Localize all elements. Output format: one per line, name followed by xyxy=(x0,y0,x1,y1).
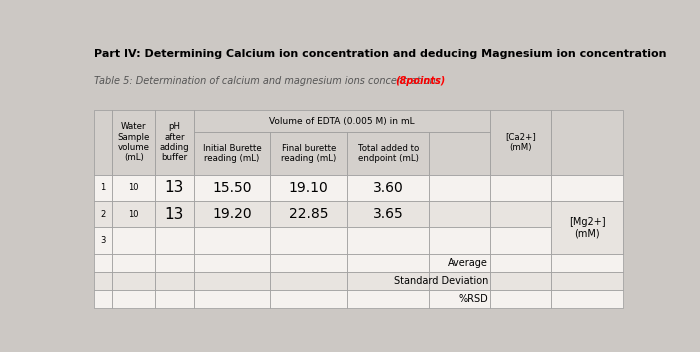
Bar xyxy=(94,272,112,290)
Bar xyxy=(112,227,155,254)
Bar xyxy=(112,201,155,227)
Bar xyxy=(94,201,112,227)
Bar xyxy=(551,290,624,308)
Bar xyxy=(155,254,194,272)
Bar xyxy=(551,201,624,254)
Bar xyxy=(490,290,551,308)
Bar xyxy=(429,254,490,272)
Text: 10: 10 xyxy=(129,210,139,219)
Text: pH
after
adding
buffer: pH after adding buffer xyxy=(160,122,189,162)
Bar xyxy=(194,290,270,308)
Bar xyxy=(94,254,112,272)
Text: 3.65: 3.65 xyxy=(373,207,403,221)
Bar xyxy=(429,175,490,201)
Text: 13: 13 xyxy=(164,207,184,222)
Bar xyxy=(429,201,490,227)
Bar xyxy=(347,254,429,272)
Text: 3.60: 3.60 xyxy=(373,181,403,195)
Bar xyxy=(347,175,429,201)
Bar xyxy=(112,110,155,175)
Bar xyxy=(94,227,112,254)
Bar xyxy=(112,290,155,308)
Bar xyxy=(429,227,490,254)
Bar xyxy=(347,201,429,227)
Bar xyxy=(551,175,624,201)
Bar xyxy=(551,227,624,254)
Bar xyxy=(270,290,347,308)
Bar xyxy=(490,227,551,254)
Bar xyxy=(194,227,270,254)
Text: Total added to
endpoint (mL): Total added to endpoint (mL) xyxy=(358,144,419,163)
Bar xyxy=(270,175,347,201)
Text: Initial Burette
reading (mL): Initial Burette reading (mL) xyxy=(202,144,261,163)
Bar xyxy=(270,272,347,290)
Bar xyxy=(94,110,112,175)
Bar xyxy=(551,254,624,272)
Bar xyxy=(429,132,490,175)
Text: 19.10: 19.10 xyxy=(289,181,328,195)
Bar xyxy=(270,227,347,254)
Bar xyxy=(429,290,490,308)
Bar xyxy=(270,254,347,272)
Text: 10: 10 xyxy=(129,183,139,192)
Bar xyxy=(194,272,270,290)
Text: Average: Average xyxy=(448,258,488,268)
Bar xyxy=(112,272,155,290)
Bar xyxy=(155,272,194,290)
Bar xyxy=(155,110,194,175)
Bar xyxy=(112,254,155,272)
Text: [Mg2+]
(mM): [Mg2+] (mM) xyxy=(569,216,606,238)
Bar xyxy=(94,175,112,201)
Text: 19.20: 19.20 xyxy=(212,207,252,221)
Text: [Ca2+]
(mM): [Ca2+] (mM) xyxy=(505,133,536,152)
Text: (8points): (8points) xyxy=(395,76,445,86)
Bar xyxy=(347,132,429,175)
Bar xyxy=(194,175,270,201)
Text: Water
Sample
volume
(mL): Water Sample volume (mL) xyxy=(118,122,150,162)
Bar xyxy=(490,110,551,175)
Bar xyxy=(194,254,270,272)
Text: 2: 2 xyxy=(100,210,106,219)
Bar xyxy=(270,132,347,175)
Bar xyxy=(551,201,624,227)
Text: Part IV: Determining Calcium ion concentration and deducing Magnesium ion concen: Part IV: Determining Calcium ion concent… xyxy=(94,49,666,59)
Text: 1: 1 xyxy=(100,183,106,192)
Text: %RSD: %RSD xyxy=(458,294,488,304)
Bar xyxy=(194,132,270,175)
Bar xyxy=(490,254,551,272)
Text: Standard Deviation: Standard Deviation xyxy=(393,276,488,286)
Text: 3: 3 xyxy=(100,236,106,245)
Bar xyxy=(347,227,429,254)
Bar xyxy=(490,272,551,290)
Bar xyxy=(551,110,624,175)
Bar xyxy=(155,227,194,254)
Bar xyxy=(490,175,551,201)
Bar xyxy=(94,290,112,308)
Bar xyxy=(347,290,429,308)
Bar xyxy=(270,201,347,227)
Text: 15.50: 15.50 xyxy=(212,181,252,195)
Bar xyxy=(112,175,155,201)
Bar xyxy=(347,272,429,290)
Text: Table 5: Determination of calcium and magnesium ions concentrations: Table 5: Determination of calcium and ma… xyxy=(94,76,444,86)
Text: 22.85: 22.85 xyxy=(289,207,328,221)
Bar xyxy=(490,201,551,227)
Bar xyxy=(155,175,194,201)
Text: 13: 13 xyxy=(164,180,184,195)
Bar xyxy=(155,201,194,227)
Text: Volume of EDTA (0.005 M) in mL: Volume of EDTA (0.005 M) in mL xyxy=(269,117,414,126)
Bar xyxy=(155,290,194,308)
Bar xyxy=(429,272,490,290)
Text: Final burette
reading (mL): Final burette reading (mL) xyxy=(281,144,336,163)
Bar xyxy=(551,272,624,290)
Bar xyxy=(194,201,270,227)
Bar xyxy=(194,110,490,132)
